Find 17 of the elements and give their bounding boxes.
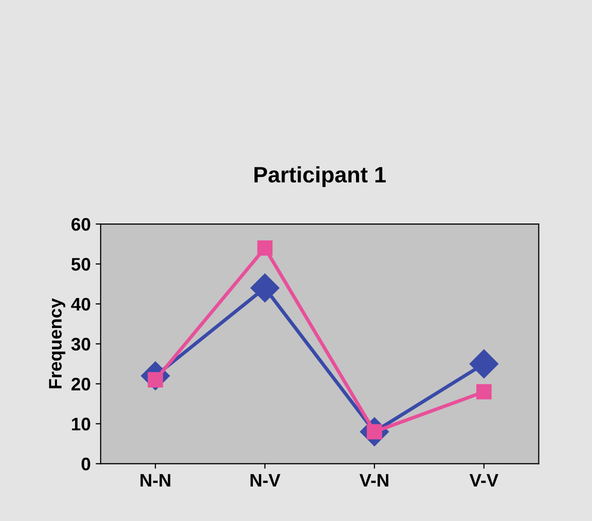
y-tick-label: 50 <box>71 258 90 271</box>
y-tick-label: 20 <box>71 378 90 391</box>
y-tick-label: 30 <box>71 338 90 351</box>
y-tick-label: 10 <box>72 418 90 430</box>
x-tick-label: N-V <box>250 474 280 486</box>
y-tick-label: 60 <box>71 218 90 231</box>
chart-title: Participant 1 <box>254 166 386 187</box>
x-tick-label: N-N <box>140 474 170 486</box>
y-tick-label: 40 <box>71 298 90 311</box>
x-tick-label: V-V <box>470 474 498 486</box>
point <box>250 273 280 302</box>
y-tick-label: 0 <box>82 458 90 470</box>
y-axis-title: Frequency <box>49 298 66 388</box>
point <box>257 240 273 256</box>
point <box>470 349 498 378</box>
x-tick-label: V-N <box>360 474 388 486</box>
point <box>476 384 492 400</box>
